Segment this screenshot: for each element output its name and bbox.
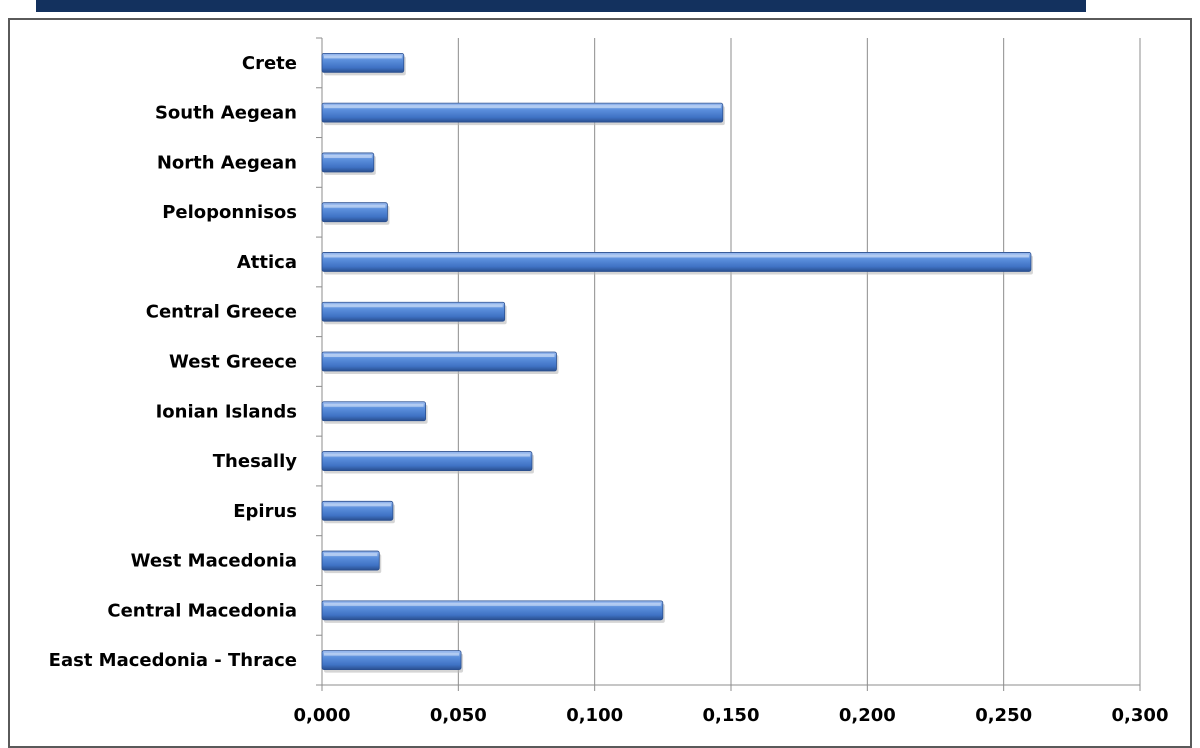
x-tick-labels: 0,000 0,050 0,100 0,150 0,200 0,250 0,300: [294, 705, 1169, 726]
x-tick-label: 0,150: [703, 705, 760, 726]
bar-highlight: [324, 354, 555, 357]
gridlines: [457, 38, 1141, 685]
bar-highlight: [324, 453, 530, 457]
category-label: Central Greece: [146, 302, 297, 323]
chart-frame: [8, 18, 1192, 748]
bars: [321, 52, 1033, 673]
category-label: Thesally: [213, 451, 298, 472]
bar-highlight: [324, 105, 721, 109]
category-label: Central Macedonia: [107, 600, 297, 621]
bar-highlight: [324, 602, 661, 606]
category-label: West Greece: [169, 352, 297, 373]
category-label: South Aegean: [155, 103, 297, 124]
bar-highlight: [324, 254, 1029, 258]
bar-highlight: [324, 55, 402, 59]
category-label: Peloponnisos: [162, 202, 297, 223]
category-labels: Crete South Aegean North Aegean Peloponniso…: [49, 53, 298, 671]
x-tick-label: 0,000: [294, 705, 351, 726]
chart-title-banner: [36, 0, 1086, 12]
bar-highlight: [324, 553, 378, 557]
bar-highlight: [324, 503, 391, 507]
bar-highlight: [324, 652, 460, 656]
x-tick-label: 0,200: [839, 705, 896, 726]
x-tick-label: 0,100: [566, 705, 623, 726]
category-label: Attica: [237, 252, 297, 273]
bar-highlight: [324, 403, 424, 407]
bar-highlight: [324, 154, 372, 158]
x-tick-label: 0,050: [430, 705, 487, 726]
bar-highlight: [324, 204, 386, 208]
x-tick-label: 0,250: [975, 705, 1032, 726]
category-label: West Macedonia: [131, 551, 297, 572]
category-label: North Aegean: [157, 152, 297, 173]
bar-highlight: [324, 304, 503, 308]
category-label: East Macedonia - Thrace: [49, 650, 297, 671]
category-label: Crete: [242, 53, 297, 74]
x-tick-label: 0,300: [1112, 705, 1169, 726]
category-label: Epirus: [233, 501, 297, 522]
category-label: Ionian Islands: [156, 401, 297, 422]
